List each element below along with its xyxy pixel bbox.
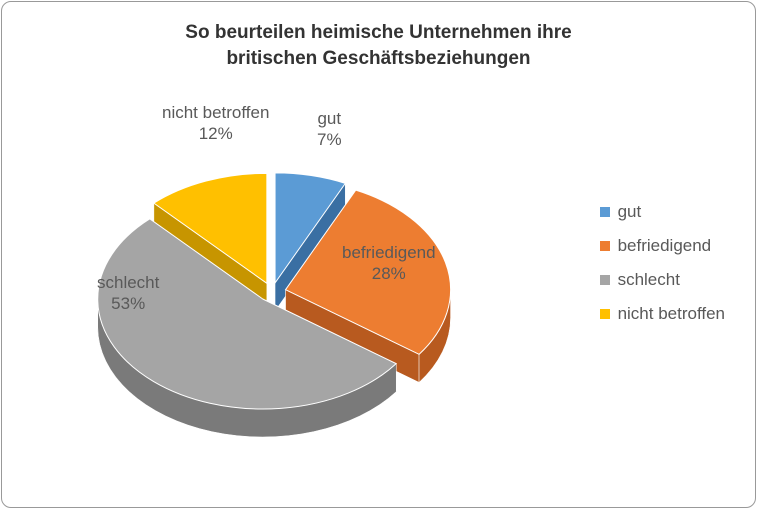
pie-area: gut 7% befriedigend 28% schlecht 53% nic… (42, 102, 522, 492)
legend-item-nicht-betroffen: nicht betroffen (600, 304, 725, 324)
legend-swatch (600, 207, 610, 217)
legend-item-schlecht: schlecht (600, 270, 725, 290)
slice-label-schlecht: schlecht 53% (97, 272, 159, 315)
slice-label-nicht-betroffen: nicht betroffen 12% (162, 102, 269, 145)
chart-title: So beurteilen heimische Unternehmen ihre… (2, 2, 755, 71)
legend-swatch (600, 309, 610, 319)
legend-label: schlecht (618, 270, 680, 290)
legend-item-gut: gut (600, 202, 725, 222)
legend-label: nicht betroffen (618, 304, 725, 324)
slice-label-befriedigend: befriedigend 28% (342, 242, 436, 285)
legend-label: befriedigend (618, 236, 712, 256)
legend-swatch (600, 275, 610, 285)
chart-title-line2: britischen Geschäftsbeziehungen (2, 46, 755, 72)
legend-item-befriedigend: befriedigend (600, 236, 725, 256)
legend-swatch (600, 241, 610, 251)
pie-chart-container: So beurteilen heimische Unternehmen ihre… (1, 1, 756, 508)
slice-label-gut: gut 7% (317, 108, 342, 151)
legend: gut befriedigend schlecht nicht betroffe… (600, 202, 725, 338)
legend-label: gut (618, 202, 642, 222)
chart-title-line1: So beurteilen heimische Unternehmen ihre (2, 20, 755, 46)
